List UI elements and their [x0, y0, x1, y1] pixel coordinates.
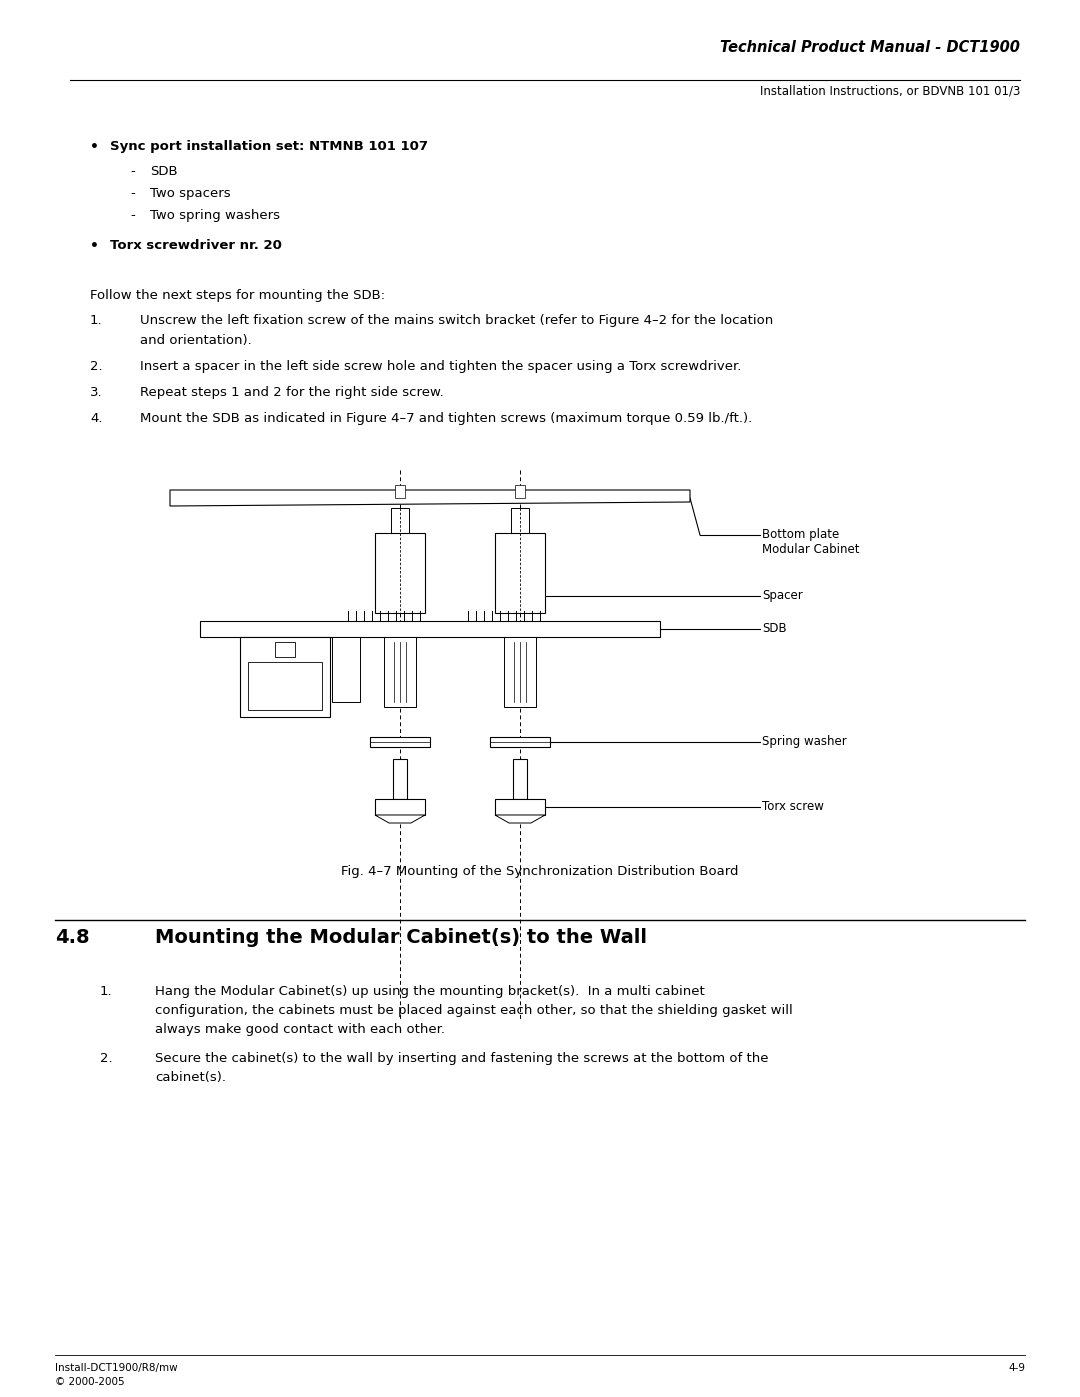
Bar — [495, 799, 545, 814]
Polygon shape — [170, 490, 690, 506]
Text: Two spacers: Two spacers — [150, 187, 231, 200]
Text: 3.: 3. — [90, 386, 103, 400]
Text: •: • — [90, 140, 99, 154]
Text: -: - — [130, 187, 135, 200]
Text: Secure the cabinet(s) to the wall by inserting and fastening the screws at the b: Secure the cabinet(s) to the wall by ins… — [156, 1052, 769, 1065]
Text: and orientation).: and orientation). — [140, 334, 252, 346]
Text: -: - — [130, 210, 135, 222]
Bar — [511, 509, 529, 534]
Text: Installation Instructions, or BDVNB 101 01/3: Installation Instructions, or BDVNB 101 … — [759, 85, 1020, 98]
Bar — [513, 759, 527, 799]
Text: Sync port installation set: NTMNB 101 107: Sync port installation set: NTMNB 101 10… — [110, 140, 428, 154]
Text: Follow the next steps for mounting the SDB:: Follow the next steps for mounting the S… — [90, 289, 386, 302]
Text: cabinet(s).: cabinet(s). — [156, 1071, 226, 1084]
Bar — [370, 738, 430, 747]
Bar — [240, 637, 330, 717]
Text: 4-9: 4-9 — [1008, 1363, 1025, 1373]
Bar — [395, 485, 405, 497]
Bar — [275, 643, 295, 657]
Text: always make good contact with each other.: always make good contact with each other… — [156, 1023, 445, 1037]
Polygon shape — [495, 814, 545, 823]
Bar — [248, 662, 322, 710]
Bar — [375, 534, 426, 613]
Text: 4.8: 4.8 — [55, 928, 90, 947]
Text: -: - — [130, 165, 135, 177]
Text: Technical Product Manual - DCT1900: Technical Product Manual - DCT1900 — [720, 41, 1020, 54]
Text: 1.: 1. — [90, 314, 103, 327]
Bar — [515, 485, 525, 497]
Bar — [384, 637, 416, 707]
Text: 2.: 2. — [100, 1052, 112, 1065]
Text: 4.: 4. — [90, 412, 103, 425]
Bar — [393, 759, 407, 799]
Text: Bottom plate: Bottom plate — [762, 528, 839, 541]
Text: SDB: SDB — [150, 165, 177, 177]
Text: Insert a spacer in the left side screw hole and tighten the spacer using a Torx : Insert a spacer in the left side screw h… — [140, 360, 741, 373]
Text: 1.: 1. — [100, 985, 112, 997]
Text: Fig. 4–7 Mounting of the Synchronization Distribution Board: Fig. 4–7 Mounting of the Synchronization… — [341, 865, 739, 877]
Text: configuration, the cabinets must be placed against each other, so that the shiel: configuration, the cabinets must be plac… — [156, 1004, 793, 1017]
Bar — [391, 509, 409, 534]
Bar — [375, 799, 426, 814]
Text: © 2000-2005: © 2000-2005 — [55, 1377, 124, 1387]
Text: Repeat steps 1 and 2 for the right side screw.: Repeat steps 1 and 2 for the right side … — [140, 386, 444, 400]
Text: Two spring washers: Two spring washers — [150, 210, 280, 222]
Text: Spacer: Spacer — [762, 590, 802, 602]
Text: SDB: SDB — [762, 622, 786, 636]
Text: Mount the SDB as indicated in Figure 4–7 and tighten screws (maximum torque 0.59: Mount the SDB as indicated in Figure 4–7… — [140, 412, 753, 425]
Text: Torx screwdriver nr. 20: Torx screwdriver nr. 20 — [110, 239, 282, 251]
Bar — [495, 534, 545, 613]
Text: Torx screw: Torx screw — [762, 800, 824, 813]
Bar — [332, 637, 360, 703]
Bar — [490, 738, 550, 747]
Text: Mounting the Modular Cabinet(s) to the Wall: Mounting the Modular Cabinet(s) to the W… — [156, 928, 647, 947]
Text: 2.: 2. — [90, 360, 103, 373]
Text: Install-DCT1900/R8/mw: Install-DCT1900/R8/mw — [55, 1363, 177, 1373]
Bar — [504, 637, 536, 707]
Text: Hang the Modular Cabinet(s) up using the mounting bracket(s).  In a multi cabine: Hang the Modular Cabinet(s) up using the… — [156, 985, 705, 997]
Text: Modular Cabinet: Modular Cabinet — [762, 543, 860, 556]
Text: •: • — [90, 239, 99, 253]
Polygon shape — [375, 814, 426, 823]
Bar — [200, 622, 660, 637]
Text: Unscrew the left fixation screw of the mains switch bracket (refer to Figure 4–2: Unscrew the left fixation screw of the m… — [140, 314, 773, 327]
Text: Spring washer: Spring washer — [762, 735, 847, 747]
